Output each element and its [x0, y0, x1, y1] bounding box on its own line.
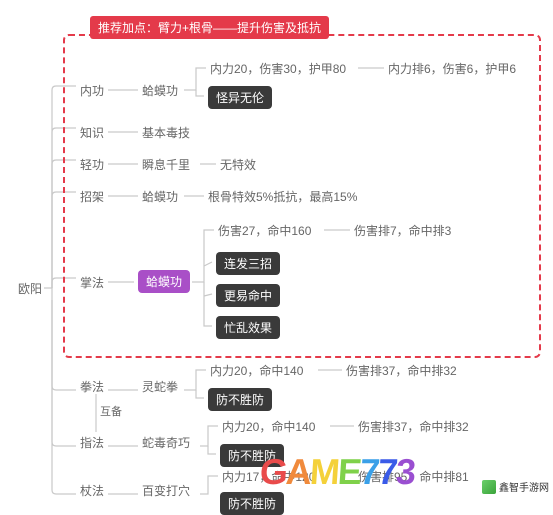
- ranks-zhifa: 伤害排37，命中排32: [358, 420, 469, 434]
- note-zhaojia: 根骨特效5%抵抗，最高15%: [208, 190, 357, 204]
- ranks-zhangfa: 伤害排7，命中排3: [354, 224, 451, 238]
- extra-link-label: 互备: [100, 406, 122, 419]
- pill-zhangfa-0: 连发三招: [216, 252, 280, 275]
- branch-quanfa: 拳法: [80, 380, 104, 394]
- ranks-neigong: 内力排6，伤害6，护甲6: [388, 62, 516, 76]
- skill-zhangfa2: 百变打穴: [142, 484, 190, 498]
- mindmap-canvas: 推荐加点：臂力+根骨——提升伤害及抵抗 欧阳 互备 内功蛤蟆功内力20，伤害30…: [0, 0, 553, 500]
- stats-quanfa: 内力20，命中140: [210, 364, 303, 378]
- pill-zhangfa2-0: 防不胜防: [220, 492, 284, 515]
- skill-quanfa: 灵蛇拳: [142, 380, 178, 394]
- pill-quanfa-0: 防不胜防: [208, 388, 272, 411]
- highlight-banner: 推荐加点：臂力+根骨——提升伤害及抵抗: [90, 16, 329, 39]
- note-qinggong: 无特效: [220, 158, 256, 172]
- branch-zhishi: 知识: [80, 126, 104, 140]
- pill-zhangfa-1: 更易命中: [216, 284, 280, 307]
- pill-neigong-0: 怪异无伦: [208, 86, 272, 109]
- skill-zhishi: 基本毒技: [142, 126, 190, 140]
- skill-qinggong: 瞬息千里: [142, 158, 190, 172]
- root-node: 欧阳: [18, 282, 42, 296]
- skill-neigong: 蛤蟆功: [142, 84, 178, 98]
- ranks-quanfa: 伤害排37，命中排32: [346, 364, 457, 378]
- watermark: GAME773: [260, 454, 414, 490]
- skill-pill-zhangfa: 蛤蟆功: [138, 270, 190, 293]
- branch-zhangfa2: 杖法: [80, 484, 104, 498]
- skill-zhaojia: 蛤蟆功: [142, 190, 178, 204]
- branch-zhifa: 指法: [80, 436, 104, 450]
- stats-zhifa: 内力20，命中140: [222, 420, 315, 434]
- site-badge-text: 鑫智手游网: [499, 479, 549, 494]
- branch-qinggong: 轻功: [80, 158, 104, 172]
- stats-zhangfa: 伤害27，命中160: [218, 224, 311, 238]
- site-badge: 鑫智手游网: [482, 479, 549, 494]
- skill-zhifa: 蛇毒奇巧: [142, 436, 190, 450]
- site-badge-icon: [482, 480, 496, 494]
- stats-neigong: 内力20，伤害30，护甲80: [210, 62, 346, 76]
- branch-neigong: 内功: [80, 84, 104, 98]
- branch-zhaojia: 招架: [80, 190, 104, 204]
- pill-zhangfa-2: 忙乱效果: [216, 316, 280, 339]
- branch-zhangfa: 掌法: [80, 276, 104, 290]
